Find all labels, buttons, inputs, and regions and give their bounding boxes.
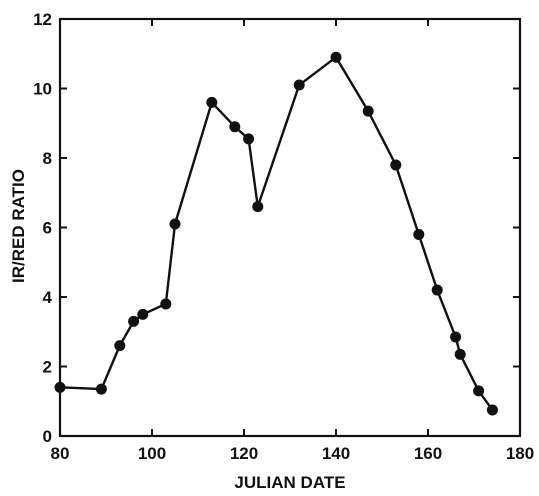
x-tick-label: 180	[506, 444, 534, 463]
data-point	[114, 340, 126, 352]
data-point	[95, 383, 107, 395]
data-point	[450, 331, 462, 343]
data-point	[169, 218, 181, 230]
data-point	[330, 51, 342, 63]
data-point	[252, 201, 264, 213]
data-point	[137, 308, 149, 320]
y-tick-label: 12	[33, 10, 52, 29]
data-point	[243, 133, 255, 145]
y-tick-label: 4	[43, 288, 53, 307]
data-point	[128, 315, 140, 327]
data-point	[206, 96, 218, 108]
data-point	[431, 284, 443, 296]
data-point	[229, 121, 241, 133]
series-line	[59, 56, 494, 411]
tick-labels: 80 100 120 140 160 180 0 2 4 6 8 10 12	[33, 10, 534, 463]
data-point	[390, 159, 402, 171]
data-point	[362, 105, 374, 117]
data-series	[54, 51, 498, 416]
data-point	[473, 385, 485, 397]
y-tick-label: 2	[43, 358, 52, 377]
x-tick-label: 80	[51, 444, 70, 463]
axes	[58, 17, 522, 438]
data-point	[54, 381, 66, 393]
x-axis-title: JULIAN DATE	[234, 473, 345, 492]
y-axis-title: IR/RED RATIO	[9, 169, 28, 283]
data-point	[486, 404, 498, 416]
data-point	[160, 298, 172, 310]
data-point	[454, 348, 466, 360]
plot-frame	[58, 17, 522, 438]
x-tick-label: 120	[230, 444, 258, 463]
y-tick-label: 8	[43, 149, 52, 168]
x-tick-label: 100	[138, 444, 166, 463]
x-tick-label: 160	[414, 444, 442, 463]
data-point	[293, 79, 305, 91]
data-point	[413, 228, 425, 240]
y-tick-label: 10	[33, 80, 52, 99]
tick-marks	[59, 18, 521, 437]
y-tick-label: 0	[43, 427, 52, 446]
y-tick-label: 6	[43, 219, 52, 238]
x-tick-label: 140	[322, 444, 350, 463]
